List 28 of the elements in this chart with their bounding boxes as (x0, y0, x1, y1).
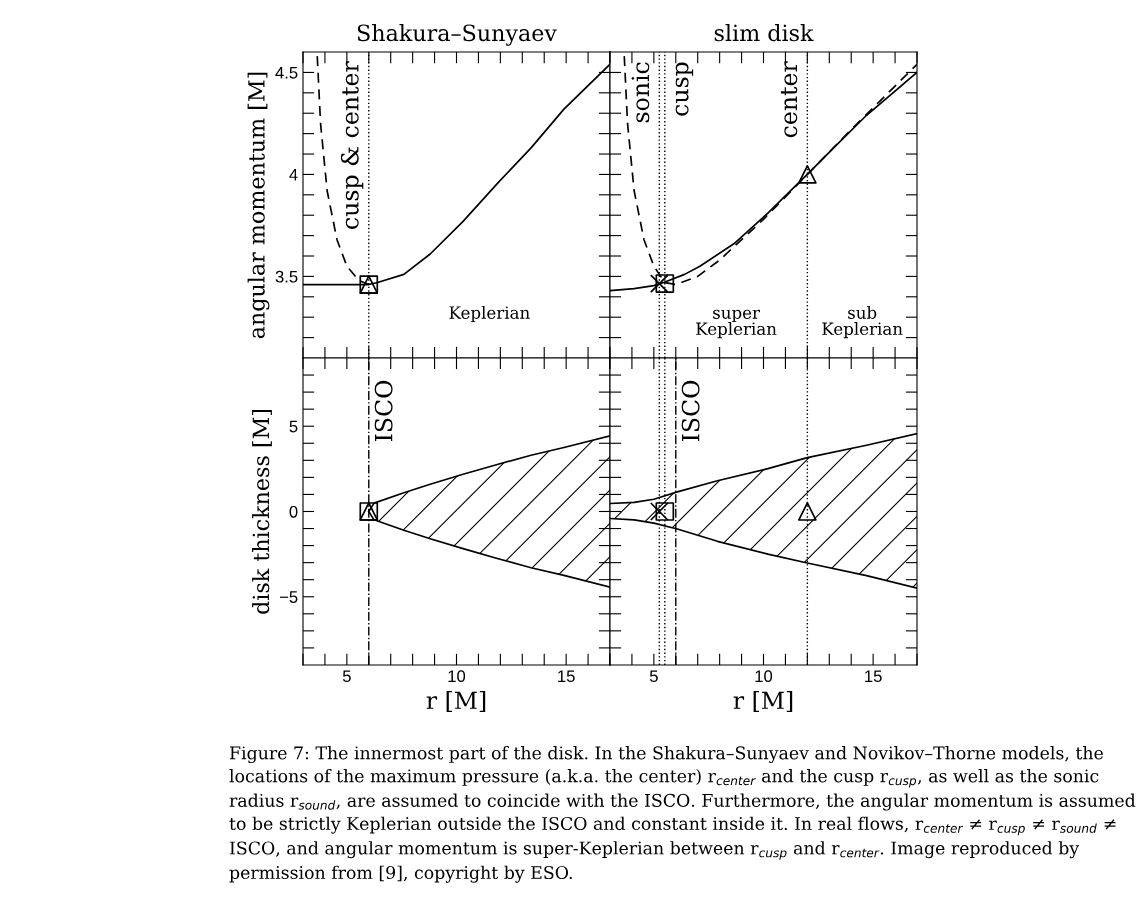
x-tick-label: 10 (755, 670, 773, 683)
chart-title: slim disk (714, 24, 814, 42)
annotation: sub Keplerian (822, 305, 903, 339)
annotation: super Keplerian (696, 309, 777, 339)
y-tick-label: 3.5 (275, 270, 298, 283)
y-axis-title: disk thickness [M] (252, 409, 272, 614)
x-tick-label: 15 (865, 670, 882, 683)
text: Figure 7: The innermost part of the disk. In the Shakura–Sunyaev and Novikov–Thorne models, the locations of the maximum pressure (a.k.a. the center) r$_{center}$ and the cusp r$_{cusp}$, as well as the sonic radius r$_{sound}$, are assumed to coincide with the ISCO. Furthermore, the angular momentum is assumed to be strictly Keplerian outside the ISCO and constant inside it. In real flows, r$_{center}$ ≠ r$_{cusp}$ ≠ r$_{sound}$ ≠ ISCO, and angular momentum is super-Keplerian between r$_{cusp}$ and r$_{center}$. Image reproduced by permission from [9], copyright by ESO. (229, 746, 1136, 883)
y-tick-label: 4.5 (275, 67, 298, 79)
x-axis-title: r [M] (426, 690, 486, 712)
y-axis-title: angular momentum [M] (247, 72, 270, 339)
y-tick-label: 0 (289, 505, 298, 518)
x-tick-label: 5 (342, 670, 351, 683)
y-tick-label: −5 (279, 591, 298, 603)
chart-title: Shakura–Sunyaev (357, 24, 557, 46)
y-tick-label: 4 (289, 168, 298, 181)
x-tick-label: 10 (448, 670, 466, 683)
ref-line-label: cusp & center (340, 61, 364, 229)
ref-line-label: sonic (631, 62, 650, 123)
ref-line-label: center (780, 61, 798, 138)
y-tick-label: 5 (289, 420, 298, 433)
x-tick-label: 5 (649, 670, 658, 683)
ref-line-label: cusp (675, 62, 694, 116)
ref-line-label: ISCO (681, 380, 700, 442)
x-axis-title: r [M] (733, 690, 793, 712)
ref-line-label: ISCO (374, 380, 393, 442)
annotation: Keplerian (449, 305, 530, 323)
x-tick-label: 15 (558, 670, 575, 683)
